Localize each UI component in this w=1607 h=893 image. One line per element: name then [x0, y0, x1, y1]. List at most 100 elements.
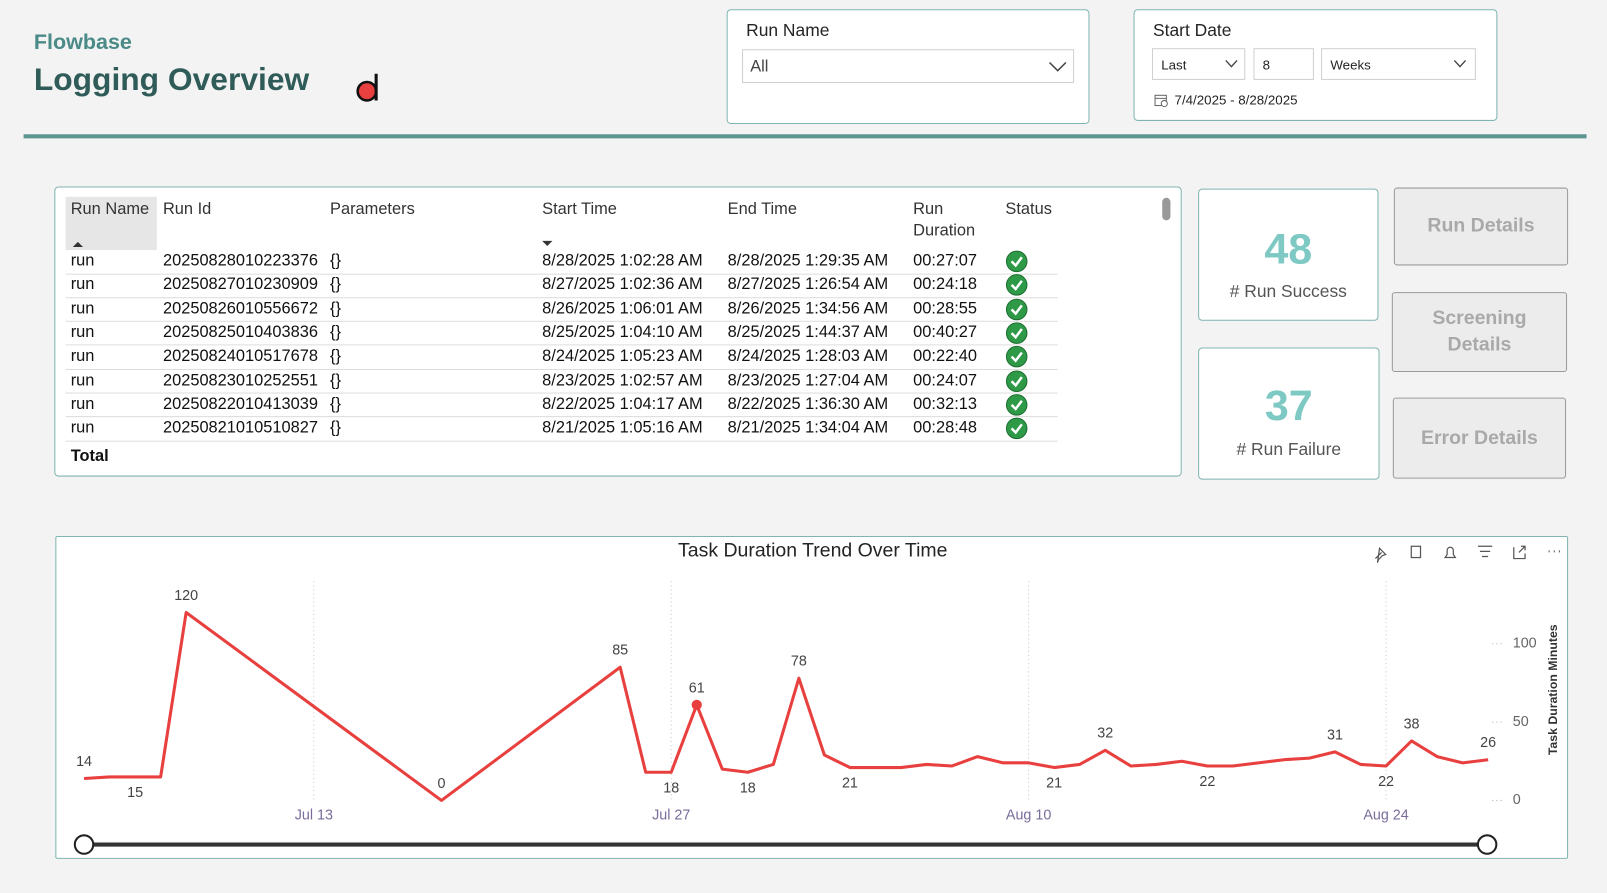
table-cell: 20250822010413039	[162, 395, 319, 413]
table-cell: 8/27/2025 1:02:36 AM	[542, 276, 703, 294]
status-icon	[1005, 393, 1028, 416]
column-header: Run Name	[70, 200, 150, 219]
filter-icon[interactable]	[1477, 545, 1493, 558]
table-cell: {}	[330, 299, 341, 318]
range-slider-handle[interactable]	[73, 834, 95, 855]
input-value: 8	[1262, 57, 1271, 73]
chevron	[1048, 61, 1067, 72]
table-cell: run	[70, 323, 95, 342]
status-icon	[1005, 274, 1028, 296]
table-cell: 8/25/2025 1:04:10 AM	[542, 323, 703, 342]
table-cell: run	[70, 299, 95, 318]
table-cell: 8/24/2025 1:28:03 AM	[727, 347, 889, 366]
status-icon	[1005, 250, 1028, 273]
copy-icon[interactable]	[1410, 545, 1422, 559]
scrollbar[interactable]	[1162, 197, 1171, 221]
data-label: 38	[1404, 716, 1420, 732]
column-header: Run Id	[162, 200, 212, 219]
data-label: 21	[1046, 776, 1062, 792]
dropdown-value: Weeks	[1330, 57, 1371, 73]
table-cell: 20250824010517678	[162, 347, 319, 366]
visual-header-icons	[1374, 545, 1560, 563]
table-cell: 8/28/2025 1:02:28 AM	[542, 252, 703, 270]
mode-dropdown[interactable]: Last	[1151, 48, 1246, 80]
pin-icon[interactable]	[1374, 547, 1387, 563]
table-cell: run	[70, 276, 95, 294]
table-cell: run	[70, 419, 95, 437]
table-cell: 00:22:40	[913, 347, 978, 366]
slicer-title: Run Name	[746, 20, 830, 40]
row-divider	[65, 392, 1058, 394]
row-divider	[65, 273, 1058, 275]
row-divider	[65, 297, 1058, 299]
data-label: 14	[76, 754, 92, 770]
table-cell: 00:40:27	[913, 323, 978, 342]
table-cell: 20250826010556672	[162, 299, 319, 318]
status-icon	[1005, 417, 1028, 440]
data-label: 26	[1480, 735, 1496, 751]
table-cell: 8/26/2025 1:34:56 AM	[727, 299, 889, 318]
data-label: 31	[1327, 727, 1343, 743]
table-cell: {}	[330, 395, 341, 413]
table-total: Total	[70, 447, 109, 466]
table-cell: {}	[330, 347, 341, 366]
table-cell: 00:28:48	[913, 419, 978, 437]
table-cell: 00:27:07	[913, 252, 978, 270]
kpi-label: # Run Failure	[1236, 439, 1342, 460]
data-label: 21	[842, 776, 858, 792]
table-cell: 8/24/2025 1:05:23 AM	[542, 347, 703, 366]
y-tick-label: 50	[1513, 714, 1529, 730]
table-cell: 8/23/2025 1:02:57 AM	[542, 371, 703, 389]
y-axis-title: Task Duration Minutes	[1546, 624, 1560, 755]
row-divider	[65, 440, 1058, 442]
table-cell: 8/25/2025 1:44:37 AM	[727, 323, 889, 342]
logo	[356, 73, 378, 102]
data-label: 61	[689, 680, 705, 696]
kpi-card: 48 # Run Success	[1198, 188, 1379, 321]
table-cell: 8/26/2025 1:06:01 AM	[542, 299, 703, 318]
run-name-dropdown[interactable]: All	[742, 49, 1075, 84]
count-input[interactable]: 8	[1253, 48, 1314, 80]
data-label: 32	[1097, 726, 1113, 742]
alert-icon[interactable]	[1443, 546, 1457, 559]
column-header: Status	[1005, 200, 1052, 219]
nav-button[interactable]: Error Details	[1392, 397, 1567, 479]
data-label: 22	[1378, 774, 1394, 790]
data-label: 120	[174, 588, 198, 604]
column-header: Start Time	[542, 200, 617, 219]
nav-button[interactable]: Screening Details	[1391, 292, 1568, 373]
row-divider	[65, 416, 1058, 418]
table-cell: {}	[330, 419, 341, 437]
table-cell: {}	[330, 371, 341, 389]
x-tick-label: Jul 27	[652, 808, 690, 824]
brand: Flowbase	[33, 30, 132, 55]
table-cell: 8/27/2025 1:26:54 AM	[727, 276, 889, 294]
table-cell: 00:28:55	[913, 299, 978, 318]
table-cell: run	[70, 252, 95, 270]
chart-title: Task Duration Trend Over Time	[678, 540, 947, 562]
table-cell: 8/22/2025 1:04:17 AM	[542, 395, 703, 413]
table-cell: 20250827010230909	[162, 276, 319, 294]
data-label: 0	[437, 776, 445, 792]
kpi-card: 37 # Run Failure	[1198, 347, 1380, 480]
chart-card	[55, 536, 1569, 859]
x-tick-label: Jul 13	[295, 808, 333, 824]
unit-dropdown[interactable]: Weeks	[1321, 48, 1476, 80]
data-label: 22	[1199, 774, 1215, 790]
dropdown-value: Last	[1161, 57, 1187, 73]
column-header: Run Duration	[913, 200, 976, 240]
table-cell: 00:32:13	[913, 395, 978, 413]
table-cell: run	[70, 395, 95, 413]
focus-icon[interactable]	[1513, 545, 1526, 560]
data-label: 85	[612, 643, 628, 659]
x-tick-label: Aug 10	[1006, 808, 1051, 824]
table-cell: 00:24:07	[913, 371, 978, 389]
kpi-label: # Run Success	[1229, 281, 1347, 302]
table-cell: run	[70, 347, 95, 366]
range-slider-handle[interactable]	[1476, 834, 1498, 855]
dropdown-value: All	[750, 58, 769, 76]
sort-asc-icon	[72, 241, 84, 248]
column-header: Parameters	[330, 200, 415, 219]
nav-button[interactable]: Run Details	[1393, 187, 1569, 266]
